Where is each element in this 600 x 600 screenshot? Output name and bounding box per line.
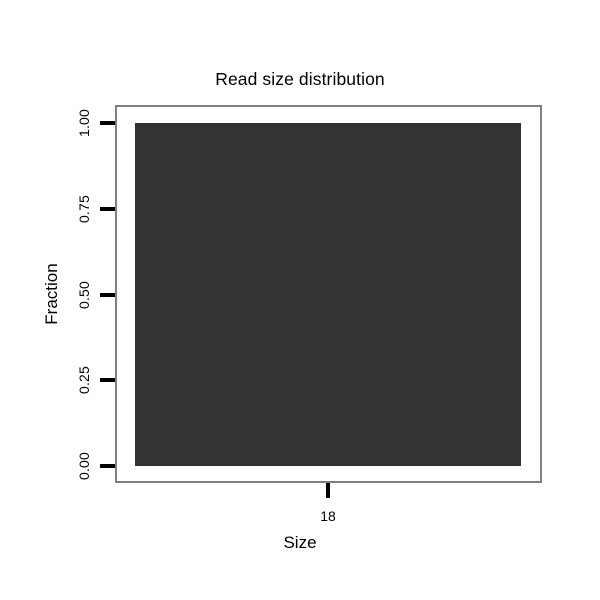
y-axis-tick-mark bbox=[100, 292, 115, 297]
y-axis-title: Fraction bbox=[42, 263, 61, 325]
bar bbox=[135, 123, 521, 466]
x-axis-title: Size bbox=[283, 533, 317, 552]
y-axis-tick-mark bbox=[100, 121, 115, 125]
chart-title: Read size distribution bbox=[215, 69, 385, 89]
x-axis-tick-label: 18 bbox=[320, 508, 336, 524]
bars-layer bbox=[117, 107, 540, 481]
y-axis-tick-mark bbox=[100, 378, 115, 383]
y-axis-tick-mark bbox=[100, 464, 115, 468]
x-axis-tick-mark bbox=[326, 483, 330, 498]
y-axis-tick-mark bbox=[100, 206, 115, 211]
